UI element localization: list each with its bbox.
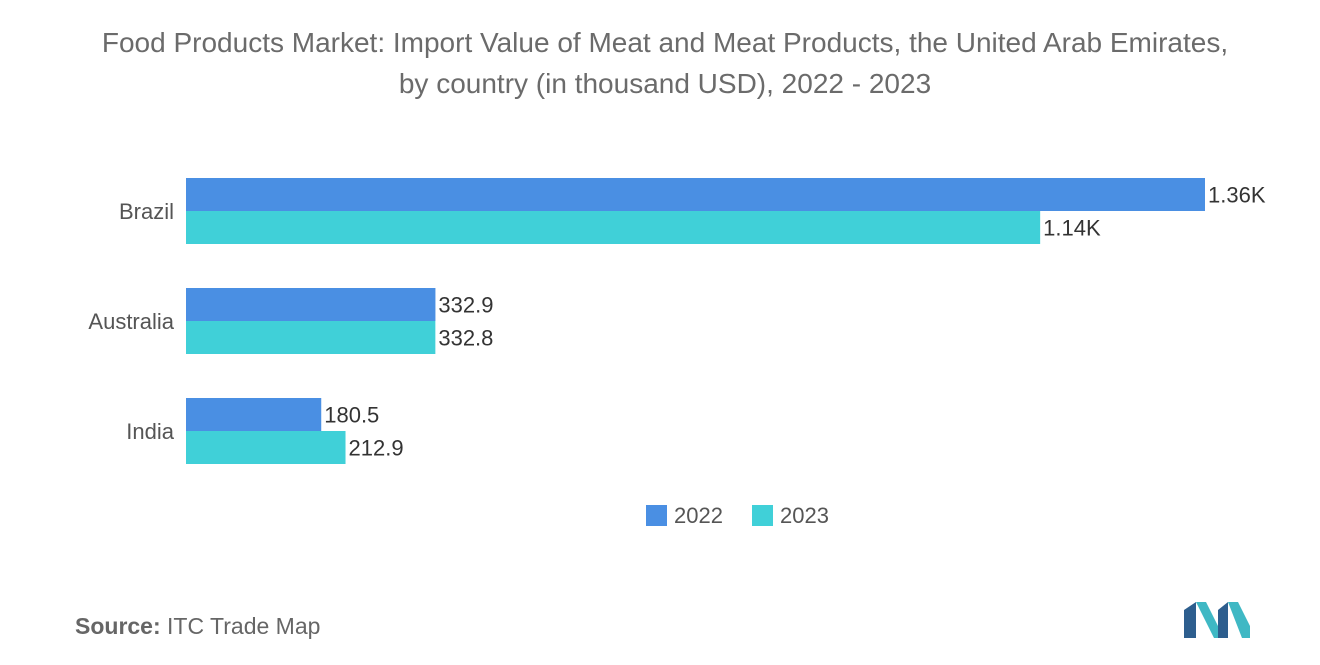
bar-australia-2023 (186, 321, 436, 354)
category-label-brazil: Brazil (119, 199, 174, 224)
value-label-india-2022: 180.5 (324, 403, 379, 428)
value-label-australia-2023: 332.8 (438, 326, 493, 351)
value-label-brazil-2022: 1.36K (1208, 183, 1266, 208)
legend-swatch-2023 (752, 505, 773, 526)
chart-title: Food Products Market: Import Value of Me… (101, 27, 1229, 99)
bar-brazil-2023 (186, 211, 1041, 244)
category-label-india: India (126, 419, 174, 444)
bar-brazil-2022 (186, 178, 1205, 211)
value-label-australia-2022: 332.9 (438, 293, 493, 318)
bar-india-2023 (186, 431, 346, 464)
value-label-brazil-2023: 1.14K (1043, 216, 1101, 241)
mordor-intelligence-logo-icon (1184, 602, 1250, 638)
category-label-australia: Australia (88, 309, 174, 334)
legend-label-2023: 2023 (780, 503, 829, 528)
source-text: ITC Trade Map (167, 613, 321, 639)
source-label: Source: (75, 613, 161, 639)
bar-australia-2022 (186, 288, 436, 321)
legend-swatch-2022 (646, 505, 667, 526)
bar-india-2022 (186, 398, 322, 431)
legend-label-2022: 2022 (674, 503, 723, 528)
value-label-india-2023: 212.9 (349, 436, 404, 461)
source-note: Source: ITC Trade Map (75, 613, 320, 640)
